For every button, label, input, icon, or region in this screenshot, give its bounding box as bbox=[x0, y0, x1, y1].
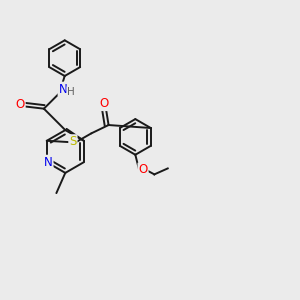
Text: N: N bbox=[58, 82, 67, 96]
Text: O: O bbox=[16, 98, 25, 111]
Text: O: O bbox=[138, 164, 148, 176]
Text: N: N bbox=[44, 156, 52, 169]
Text: H: H bbox=[68, 87, 75, 97]
Text: S: S bbox=[69, 135, 76, 148]
Text: O: O bbox=[100, 97, 109, 110]
